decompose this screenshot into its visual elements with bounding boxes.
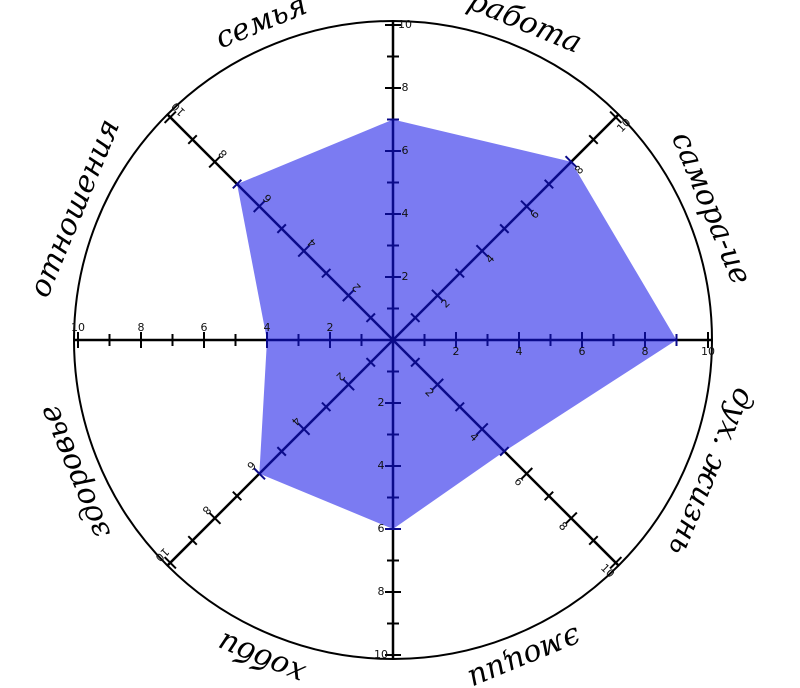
tick-mark <box>431 289 444 302</box>
spoke-outer <box>166 472 261 567</box>
tick-label: 4 <box>402 207 409 220</box>
tick-mark <box>588 535 599 546</box>
sector-label: работа <box>463 0 587 61</box>
tick-label: 4 <box>378 459 385 472</box>
tick-label: 6 <box>244 458 258 472</box>
tick-label: 2 <box>402 270 409 283</box>
tick-mark <box>499 446 510 457</box>
sector-label: дух. жизнь <box>661 383 762 561</box>
tick-mark <box>609 556 623 570</box>
tick-mark <box>276 223 287 234</box>
tick-label: 10 <box>71 321 85 334</box>
tick-mark <box>297 244 311 258</box>
sector-label: хобби <box>212 625 309 688</box>
spoke-outer <box>503 450 620 567</box>
tick-mark <box>520 467 534 481</box>
tick-mark <box>564 155 578 169</box>
tick-mark <box>321 268 332 279</box>
tick-label: 8 <box>556 519 570 533</box>
tick-mark <box>163 110 177 124</box>
tick-mark <box>588 134 599 145</box>
tick-mark <box>208 155 222 169</box>
sector-label: отношения <box>22 114 127 302</box>
tick-mark <box>410 312 421 323</box>
tick-label: 10 <box>701 345 715 358</box>
tick-mark <box>208 511 222 525</box>
spoke-inner <box>236 183 394 341</box>
spoke-outer <box>166 113 238 185</box>
tick-label: 6 <box>579 345 586 358</box>
tick-mark <box>321 401 332 412</box>
sector-label: здоровье <box>31 399 118 544</box>
tick-label: 4 <box>264 321 271 334</box>
tick-label: 6 <box>402 144 409 157</box>
tick-mark <box>410 357 421 368</box>
tick-mark <box>276 446 287 457</box>
tick-mark <box>187 535 198 546</box>
tick-label: 6 <box>201 321 208 334</box>
tick-mark <box>564 511 578 525</box>
tick-mark <box>252 199 266 213</box>
tick-label: 4 <box>516 345 523 358</box>
tick-mark <box>365 312 376 323</box>
tick-mark <box>232 179 243 190</box>
tick-mark <box>520 199 534 213</box>
tick-mark <box>342 378 355 391</box>
tick-label: 2 <box>378 396 385 409</box>
tick-mark <box>543 179 554 190</box>
tick-label: 8 <box>402 81 409 94</box>
tick-mark <box>187 134 198 145</box>
tick-label: 10 <box>398 18 412 31</box>
tick-mark <box>454 401 465 412</box>
tick-mark <box>252 467 266 481</box>
tick-mark <box>163 556 177 570</box>
spoke-inner <box>392 339 506 453</box>
tick-mark <box>454 268 465 279</box>
tick-label: 8 <box>216 147 230 161</box>
tick-mark <box>475 244 489 258</box>
spoke-outer <box>570 113 620 163</box>
tick-label: 10 <box>374 648 388 661</box>
tick-label: 8 <box>642 345 649 358</box>
tick-mark <box>431 378 444 391</box>
tick-mark <box>342 289 355 302</box>
tick-label: 2 <box>327 321 334 334</box>
tick-mark <box>609 110 623 124</box>
radar-area <box>237 119 677 529</box>
tick-mark <box>232 490 243 501</box>
sector-label: самора-ие <box>664 127 758 290</box>
tick-mark <box>499 223 510 234</box>
tick-label: 2 <box>453 345 460 358</box>
tick-label: 8 <box>378 585 385 598</box>
tick-label: 6 <box>511 475 525 489</box>
tick-label: 8 <box>138 321 145 334</box>
tick-mark <box>365 357 376 368</box>
tick-label: 8 <box>200 503 214 517</box>
tick-label: 6 <box>378 522 385 535</box>
tick-mark <box>297 422 311 436</box>
sector-label: семья <box>210 0 312 56</box>
tick-mark <box>475 422 489 436</box>
tick-mark <box>543 490 554 501</box>
